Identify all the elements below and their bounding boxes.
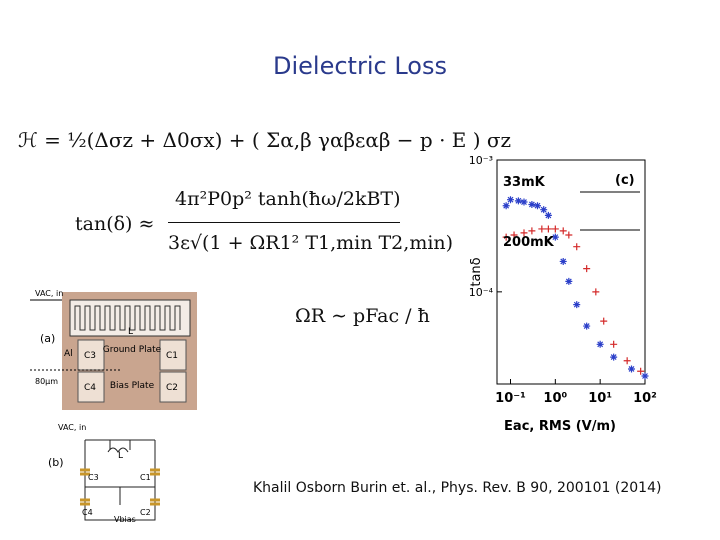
inductor-symbol xyxy=(107,447,129,453)
label: C2 xyxy=(166,383,178,393)
data-point xyxy=(610,353,618,361)
x-tick-label: 10¹ xyxy=(588,391,612,406)
y-tick-label: 10⁻⁴ xyxy=(469,286,494,299)
label: C4 xyxy=(84,383,96,393)
label: (a) xyxy=(40,332,55,345)
label: (b) xyxy=(48,456,64,469)
plot-frame xyxy=(496,159,646,385)
label: Al xyxy=(64,349,73,359)
x-tick-label: 10⁻¹ xyxy=(495,391,526,406)
data-point xyxy=(583,322,591,330)
label: VAC, in xyxy=(35,289,63,298)
data-point xyxy=(583,265,591,273)
data-point xyxy=(544,225,552,233)
circuit-labels: VAC, in L (b) C3 C1 C4 C2 Vbias xyxy=(48,423,151,524)
data-point xyxy=(540,206,548,214)
y-axis-label: tanδ xyxy=(469,257,484,286)
label: C3 xyxy=(88,473,99,482)
capacitor xyxy=(159,371,187,403)
x-tick-label: 10² xyxy=(633,391,657,406)
equation: 4π²P0p² tanh(ħω/2kBT) xyxy=(175,188,401,210)
data-point xyxy=(573,243,581,251)
label: C3 xyxy=(84,351,96,361)
y-tick-label: 10⁻³ xyxy=(469,154,493,167)
label: Bias Plate xyxy=(110,381,155,391)
label: L xyxy=(128,327,133,337)
data-point xyxy=(565,231,573,239)
x-axis-label: Eac, RMS (V/m) xyxy=(504,419,616,434)
label: C4 xyxy=(82,508,93,517)
data-point xyxy=(520,198,528,206)
data-point xyxy=(544,211,552,219)
meander xyxy=(74,305,181,331)
wire xyxy=(85,486,155,505)
equation: tan(δ) ≈ xyxy=(75,213,155,235)
label: VAC, in xyxy=(58,423,86,432)
data-point xyxy=(565,277,573,285)
data-point xyxy=(502,233,510,241)
fraction-bar xyxy=(168,222,400,223)
data-point xyxy=(628,365,636,373)
data-point xyxy=(623,357,631,365)
data-point xyxy=(528,227,536,235)
capacitor xyxy=(159,339,187,371)
label: Vbias xyxy=(114,515,136,524)
legend-label: 200mK xyxy=(503,235,555,250)
wire xyxy=(84,439,156,521)
data-point xyxy=(600,317,608,325)
data-point xyxy=(637,367,645,375)
slide-title: Dielectric Loss xyxy=(273,52,447,80)
data-point xyxy=(573,301,581,309)
label: C1 xyxy=(140,473,151,482)
data-point xyxy=(510,231,518,239)
label: C1 xyxy=(166,351,178,361)
device-image: VAC, in (a) Al C3 Ground Plate C1 80μm C… xyxy=(30,289,197,410)
data-point xyxy=(514,197,522,205)
data-point xyxy=(641,372,649,380)
capacitor xyxy=(77,339,105,371)
circuit xyxy=(80,439,160,521)
data-point xyxy=(506,196,514,204)
data-point xyxy=(502,202,510,210)
legend-label: 33mK xyxy=(503,175,546,190)
data-point xyxy=(559,227,567,235)
label: 80μm xyxy=(35,377,58,386)
capacitor-symbol xyxy=(80,468,160,506)
capacitor xyxy=(77,371,105,403)
label: Ground Plate xyxy=(103,345,162,355)
data-point xyxy=(610,340,618,348)
equation: ΩR ∼ pFac / ħ xyxy=(295,305,430,327)
data-point xyxy=(592,288,600,296)
data-point xyxy=(533,202,541,210)
citation: Khalil Osborn Burin et. al., Phys. Rev. … xyxy=(253,480,662,496)
data-point xyxy=(551,233,559,241)
x-tick-label: 10⁰ xyxy=(543,391,567,406)
data-point xyxy=(596,340,604,348)
label: C2 xyxy=(140,508,151,517)
data-point xyxy=(528,200,536,208)
data-point xyxy=(551,225,559,233)
equation: ℋ = ½(Δσz + Δ0σx) + ( Σα,β γαβεαβ − p · … xyxy=(18,128,512,152)
data-point xyxy=(559,257,567,265)
data-point xyxy=(538,225,546,233)
data-point xyxy=(520,229,528,237)
equation: 3ε√(1 + ΩR1² T1,min T2,min) xyxy=(168,232,454,254)
label: L xyxy=(118,451,123,461)
panel-label: (c) xyxy=(615,173,635,188)
